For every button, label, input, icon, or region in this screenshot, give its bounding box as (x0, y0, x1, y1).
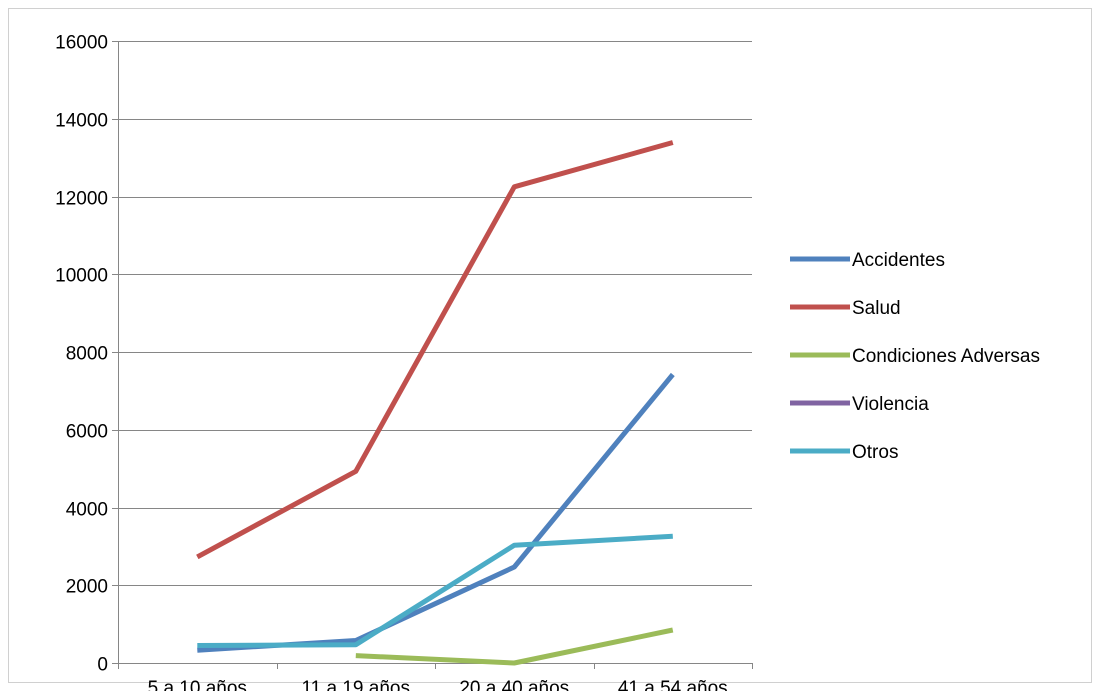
legend-label: Accidentes (852, 250, 945, 271)
y-tick-label: 6000 (66, 422, 108, 443)
y-tick-label: 14000 (55, 111, 108, 132)
y-tick-label: 12000 (55, 189, 108, 210)
x-tick-label: 5 a 10 años (148, 678, 247, 691)
legend-label: Condiciones Adversas (852, 346, 1040, 367)
legend-label: Salud (852, 298, 901, 319)
x-tick-label: 41 a 54 años (618, 678, 728, 691)
x-tick-label: 11 a 19 años (302, 678, 410, 691)
legend-item-accidentes: Accidentes (790, 250, 945, 271)
y-tick-label: 2000 (66, 577, 108, 598)
legend-label: Violencia (852, 394, 929, 415)
series-line-salud (196, 140, 674, 560)
legend-item-salud: Salud (790, 298, 901, 319)
legend-label: Otros (852, 442, 898, 463)
legend-item-condiciones-adversas: Condiciones Adversas (790, 346, 1040, 367)
legend: Accidentes Salud Condiciones Adversas Viole… (790, 250, 1040, 463)
series-lines (196, 140, 675, 666)
gridlines (118, 41, 752, 586)
y-tick-label: 10000 (55, 266, 108, 287)
x-tick-label: 20 a 40 años (459, 678, 569, 691)
y-tick-label: 4000 (66, 500, 108, 521)
legend-item-violencia: Violencia (790, 394, 929, 415)
y-tick-label: 0 (97, 655, 108, 676)
y-tick-label: 16000 (55, 33, 108, 54)
y-tick-label: 8000 (66, 344, 108, 365)
chart-border (8, 8, 1092, 683)
series-line-otros (197, 533, 673, 648)
legend-item-otros: Otros (790, 442, 898, 463)
series-line-condiciones-adversas (355, 627, 674, 666)
